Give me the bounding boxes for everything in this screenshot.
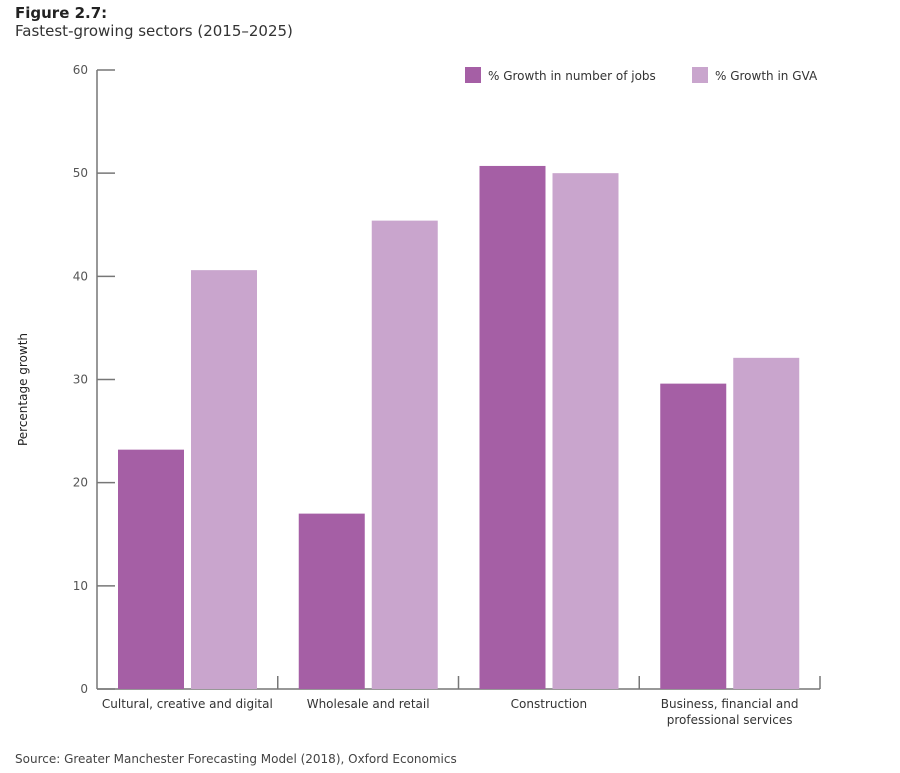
y-tick-label: 30 [73,373,88,387]
bar-gva [191,270,257,689]
bar-jobs [660,383,727,689]
legend-swatch [465,67,481,83]
x-tick-label: Cultural, creative and digital [102,697,273,711]
bar-gva [733,357,800,689]
x-tick-label: Wholesale and retail [307,697,430,711]
bar-jobs [118,449,184,689]
bar-chart: 0 10 20 30 40 50 60 Percentage growth Cultural, … [16,63,821,727]
legend-label: % Growth in number of jobs [488,69,656,83]
y-tick-label: 40 [73,269,88,283]
bar-jobs [298,513,365,689]
figure-label: Figure 2.7: [15,4,108,22]
y-tick-label: 60 [73,63,88,77]
chart-title: Fastest-growing sectors (2015–2025) [15,22,293,40]
source-note: Source: Greater Manchester Forecasting M… [15,752,457,766]
y-axis-label: Percentage growth [16,333,30,446]
bar-gva [371,220,438,689]
y-tick-label: 10 [73,579,88,593]
x-tick-label: professional services [667,713,793,727]
legend-label: % Growth in GVA [715,69,818,83]
x-tick-label: Business, financial and [661,697,799,711]
y-tick-label: 20 [73,476,88,490]
legend-swatch [692,67,708,83]
x-tick-label: Construction [511,697,587,711]
bar-gva [552,173,619,689]
y-tick-label: 0 [80,682,88,696]
y-tick-label: 50 [73,166,88,180]
bar-jobs [479,165,546,689]
